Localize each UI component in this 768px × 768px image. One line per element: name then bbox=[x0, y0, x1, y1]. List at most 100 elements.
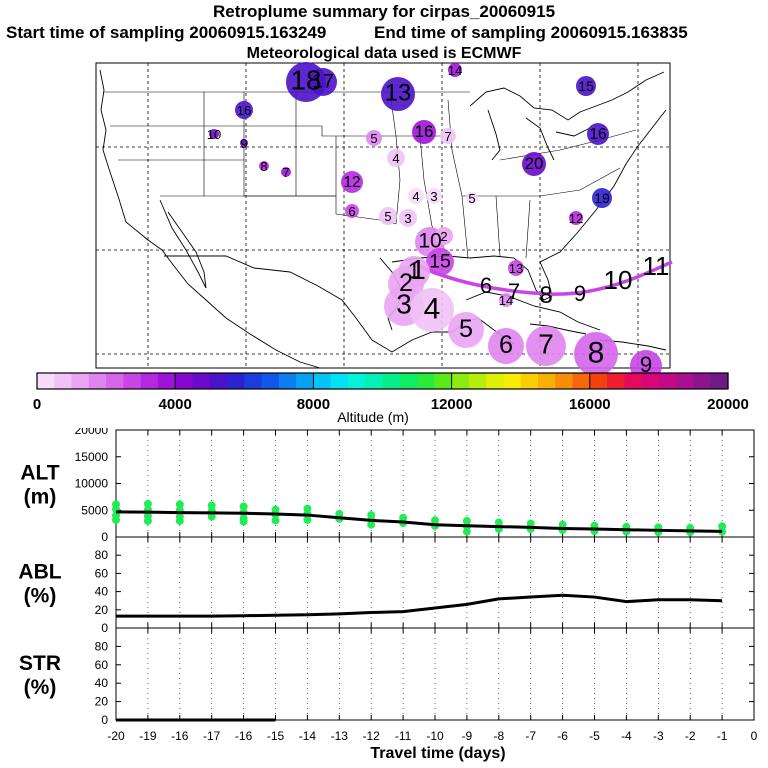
x-tick-label: -3 bbox=[653, 729, 664, 743]
colorbar-cell bbox=[537, 373, 556, 389]
colorbar-cell bbox=[296, 373, 314, 389]
plume-circle bbox=[522, 152, 546, 176]
colorbar-cell bbox=[175, 373, 194, 389]
series-line bbox=[115, 510, 723, 533]
track-day-label: 11 bbox=[643, 251, 670, 281]
altitude-point bbox=[175, 500, 184, 509]
colorbar-cell bbox=[399, 373, 418, 389]
colorbar-tick-label: 4000 bbox=[159, 396, 192, 413]
colorbar-cell bbox=[192, 373, 211, 389]
plume-circle bbox=[499, 293, 513, 307]
y-tick-label: 0 bbox=[101, 713, 108, 727]
plume-circle bbox=[387, 149, 405, 167]
colorbar-cell bbox=[347, 373, 366, 389]
x-tick-label: -9 bbox=[462, 729, 473, 743]
plume-day-label: 5 bbox=[370, 131, 377, 146]
plume-day-label: 19 bbox=[594, 190, 610, 206]
colorbar-tick-label: 16000 bbox=[569, 396, 611, 413]
plume-day-label: 4 bbox=[392, 151, 399, 166]
plume-circle bbox=[408, 188, 424, 204]
plume-day-label: 5 bbox=[459, 315, 473, 343]
plume-day-label: 10 bbox=[418, 230, 441, 253]
colorbar-cell bbox=[589, 373, 608, 389]
x-tick-label: -8 bbox=[493, 729, 504, 743]
plume-day-label: 16 bbox=[415, 122, 434, 141]
plume-day-label: 13 bbox=[509, 261, 523, 276]
panel-ylabel: ALT (m) bbox=[20, 462, 59, 509]
y-tick-label: 0 bbox=[101, 530, 108, 544]
plume-circle bbox=[366, 130, 382, 146]
trajectory-track bbox=[409, 260, 673, 296]
plume-day-label: 14 bbox=[448, 63, 462, 78]
y-tick-label: 40 bbox=[95, 676, 109, 690]
plume-day-label: 20 bbox=[525, 154, 544, 173]
y-tick-label: 80 bbox=[95, 548, 109, 562]
y-tick-label: 10000 bbox=[75, 477, 109, 491]
colorbar-cell bbox=[382, 373, 401, 389]
plume-circle bbox=[488, 328, 524, 364]
x-axis-label: Travel time (days) bbox=[370, 745, 505, 762]
plume-day-label: 16 bbox=[589, 126, 606, 143]
plume-circle bbox=[440, 128, 456, 144]
altitude-point bbox=[143, 516, 152, 525]
y-tick-label: 80 bbox=[95, 639, 109, 653]
plume-circle bbox=[410, 288, 454, 332]
colorbar-cell bbox=[417, 373, 435, 389]
colorbar-cell bbox=[555, 373, 574, 389]
colorbar-cell bbox=[157, 373, 176, 389]
x-tick-label: -19 bbox=[139, 729, 157, 743]
plume-day-label: 16 bbox=[237, 103, 251, 118]
colorbar-ticks: 0 4000 8000 12000 16000 20000 bbox=[33, 373, 749, 413]
plume-day-label: 4 bbox=[412, 189, 419, 204]
plume-day-label: 8 bbox=[588, 336, 605, 369]
x-tick-label: -7 bbox=[525, 729, 536, 743]
plume-circle bbox=[448, 312, 484, 348]
y-tick-label: 60 bbox=[95, 566, 109, 580]
y-tick-label: 5000 bbox=[81, 503, 108, 517]
plume-day-label: 8 bbox=[260, 159, 267, 174]
x-tick-label: -2 bbox=[685, 729, 696, 743]
track-day-label: 8 bbox=[539, 282, 552, 309]
altitude-point bbox=[303, 515, 312, 524]
altitude-point bbox=[239, 502, 248, 511]
x-tick-label: -14 bbox=[299, 729, 317, 743]
track-day-label: 7 bbox=[508, 279, 520, 304]
colorbar-tick-label: 0 bbox=[33, 396, 41, 413]
plume-circle bbox=[341, 171, 363, 193]
plume-day-label: 14 bbox=[499, 293, 513, 308]
altitude-point bbox=[239, 517, 248, 526]
plume-day-label: 5 bbox=[468, 191, 475, 206]
plume-circle bbox=[240, 139, 248, 147]
plume-day-label: 3 bbox=[396, 289, 412, 320]
plume-day-label: 15 bbox=[429, 250, 451, 272]
state-borders bbox=[104, 91, 637, 259]
series-line bbox=[116, 593, 723, 618]
colorbar-tick-label: 8000 bbox=[297, 396, 330, 413]
plume-circle bbox=[435, 227, 453, 245]
x-tick-label: -10 bbox=[426, 729, 444, 743]
x-tick-label: -5 bbox=[589, 729, 600, 743]
colorbar-cell bbox=[244, 373, 263, 389]
plume-circle bbox=[259, 161, 269, 171]
plume-circle bbox=[412, 120, 436, 144]
colorbar-cell bbox=[37, 373, 55, 389]
altitude-point bbox=[367, 520, 376, 529]
plume-day-label: 13 bbox=[385, 79, 411, 106]
plume-day-label: 9 bbox=[240, 136, 247, 151]
plume-day-label: 12 bbox=[569, 211, 583, 226]
plume-circle bbox=[466, 192, 478, 204]
plume-circle bbox=[309, 68, 337, 96]
altitude-point bbox=[143, 499, 152, 508]
map-frame bbox=[95, 62, 671, 369]
colorbar-cell bbox=[607, 373, 625, 389]
x-tick-label: -17 bbox=[203, 729, 221, 743]
x-tick-label: -11 bbox=[395, 729, 412, 743]
colorbar-cell bbox=[71, 373, 90, 389]
colorbar-cell bbox=[693, 373, 712, 389]
chart-title: Retroplume summary for cirpas_20060915 bbox=[212, 2, 556, 21]
plume-circle bbox=[345, 204, 359, 218]
colorbar-cell bbox=[624, 373, 643, 389]
colorbar: 0 4000 8000 12000 16000 20000 Altitude (m) bbox=[33, 372, 749, 425]
